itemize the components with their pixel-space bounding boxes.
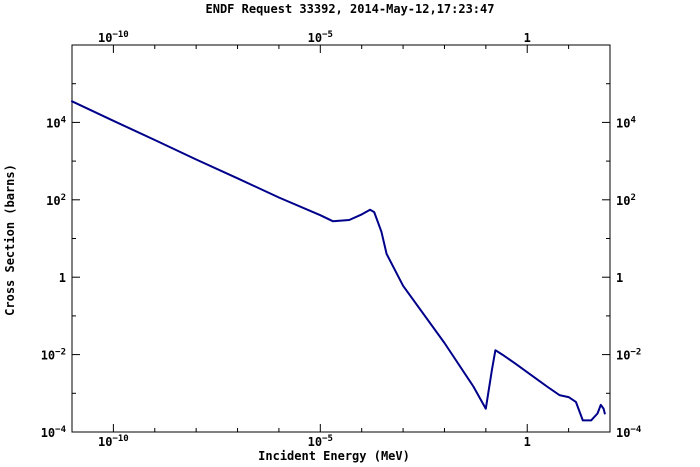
y-tick-label-left: 102 (46, 193, 66, 208)
y-axis-label: Cross Section (barns) (3, 164, 17, 316)
series-line-0 (71, 100, 606, 422)
y-tick-label-left: 10−4 (41, 425, 67, 440)
y-tick-label-right: 102 (616, 193, 636, 208)
y-tick-label-right: 1 (616, 271, 623, 285)
x-tick-label-bottom: 10−10 (98, 434, 129, 449)
x-tick-label-top: 1 (524, 31, 531, 45)
y-tick-label-left: 104 (46, 115, 66, 130)
axis-ticks (71, 44, 611, 433)
y-tick-label-left: 10−2 (41, 348, 66, 363)
axis-tick-labels: 10−10 10−10 10−5 10−5 1 1 10−4 10−4 10−2 10−2 1 1 10… (41, 30, 642, 449)
y-tick-label-right: 104 (616, 115, 636, 130)
x-tick-label-bottom: 1 (524, 435, 531, 449)
x-tick-label-bottom: 10−5 (308, 434, 333, 449)
chart-title: ENDF Request 33392, 2014-May-12,17:23:47 (206, 2, 495, 16)
y-tick-label-right: 10−4 (616, 425, 642, 440)
series-layer (71, 100, 606, 422)
y-tick-label-left: 1 (59, 271, 66, 285)
x-tick-label-top: 10−5 (308, 30, 333, 45)
x-axis-label: Incident Energy (MeV) (258, 449, 410, 463)
x-tick-label-top: 10−10 (98, 30, 129, 45)
y-tick-label-right: 10−2 (616, 348, 641, 363)
